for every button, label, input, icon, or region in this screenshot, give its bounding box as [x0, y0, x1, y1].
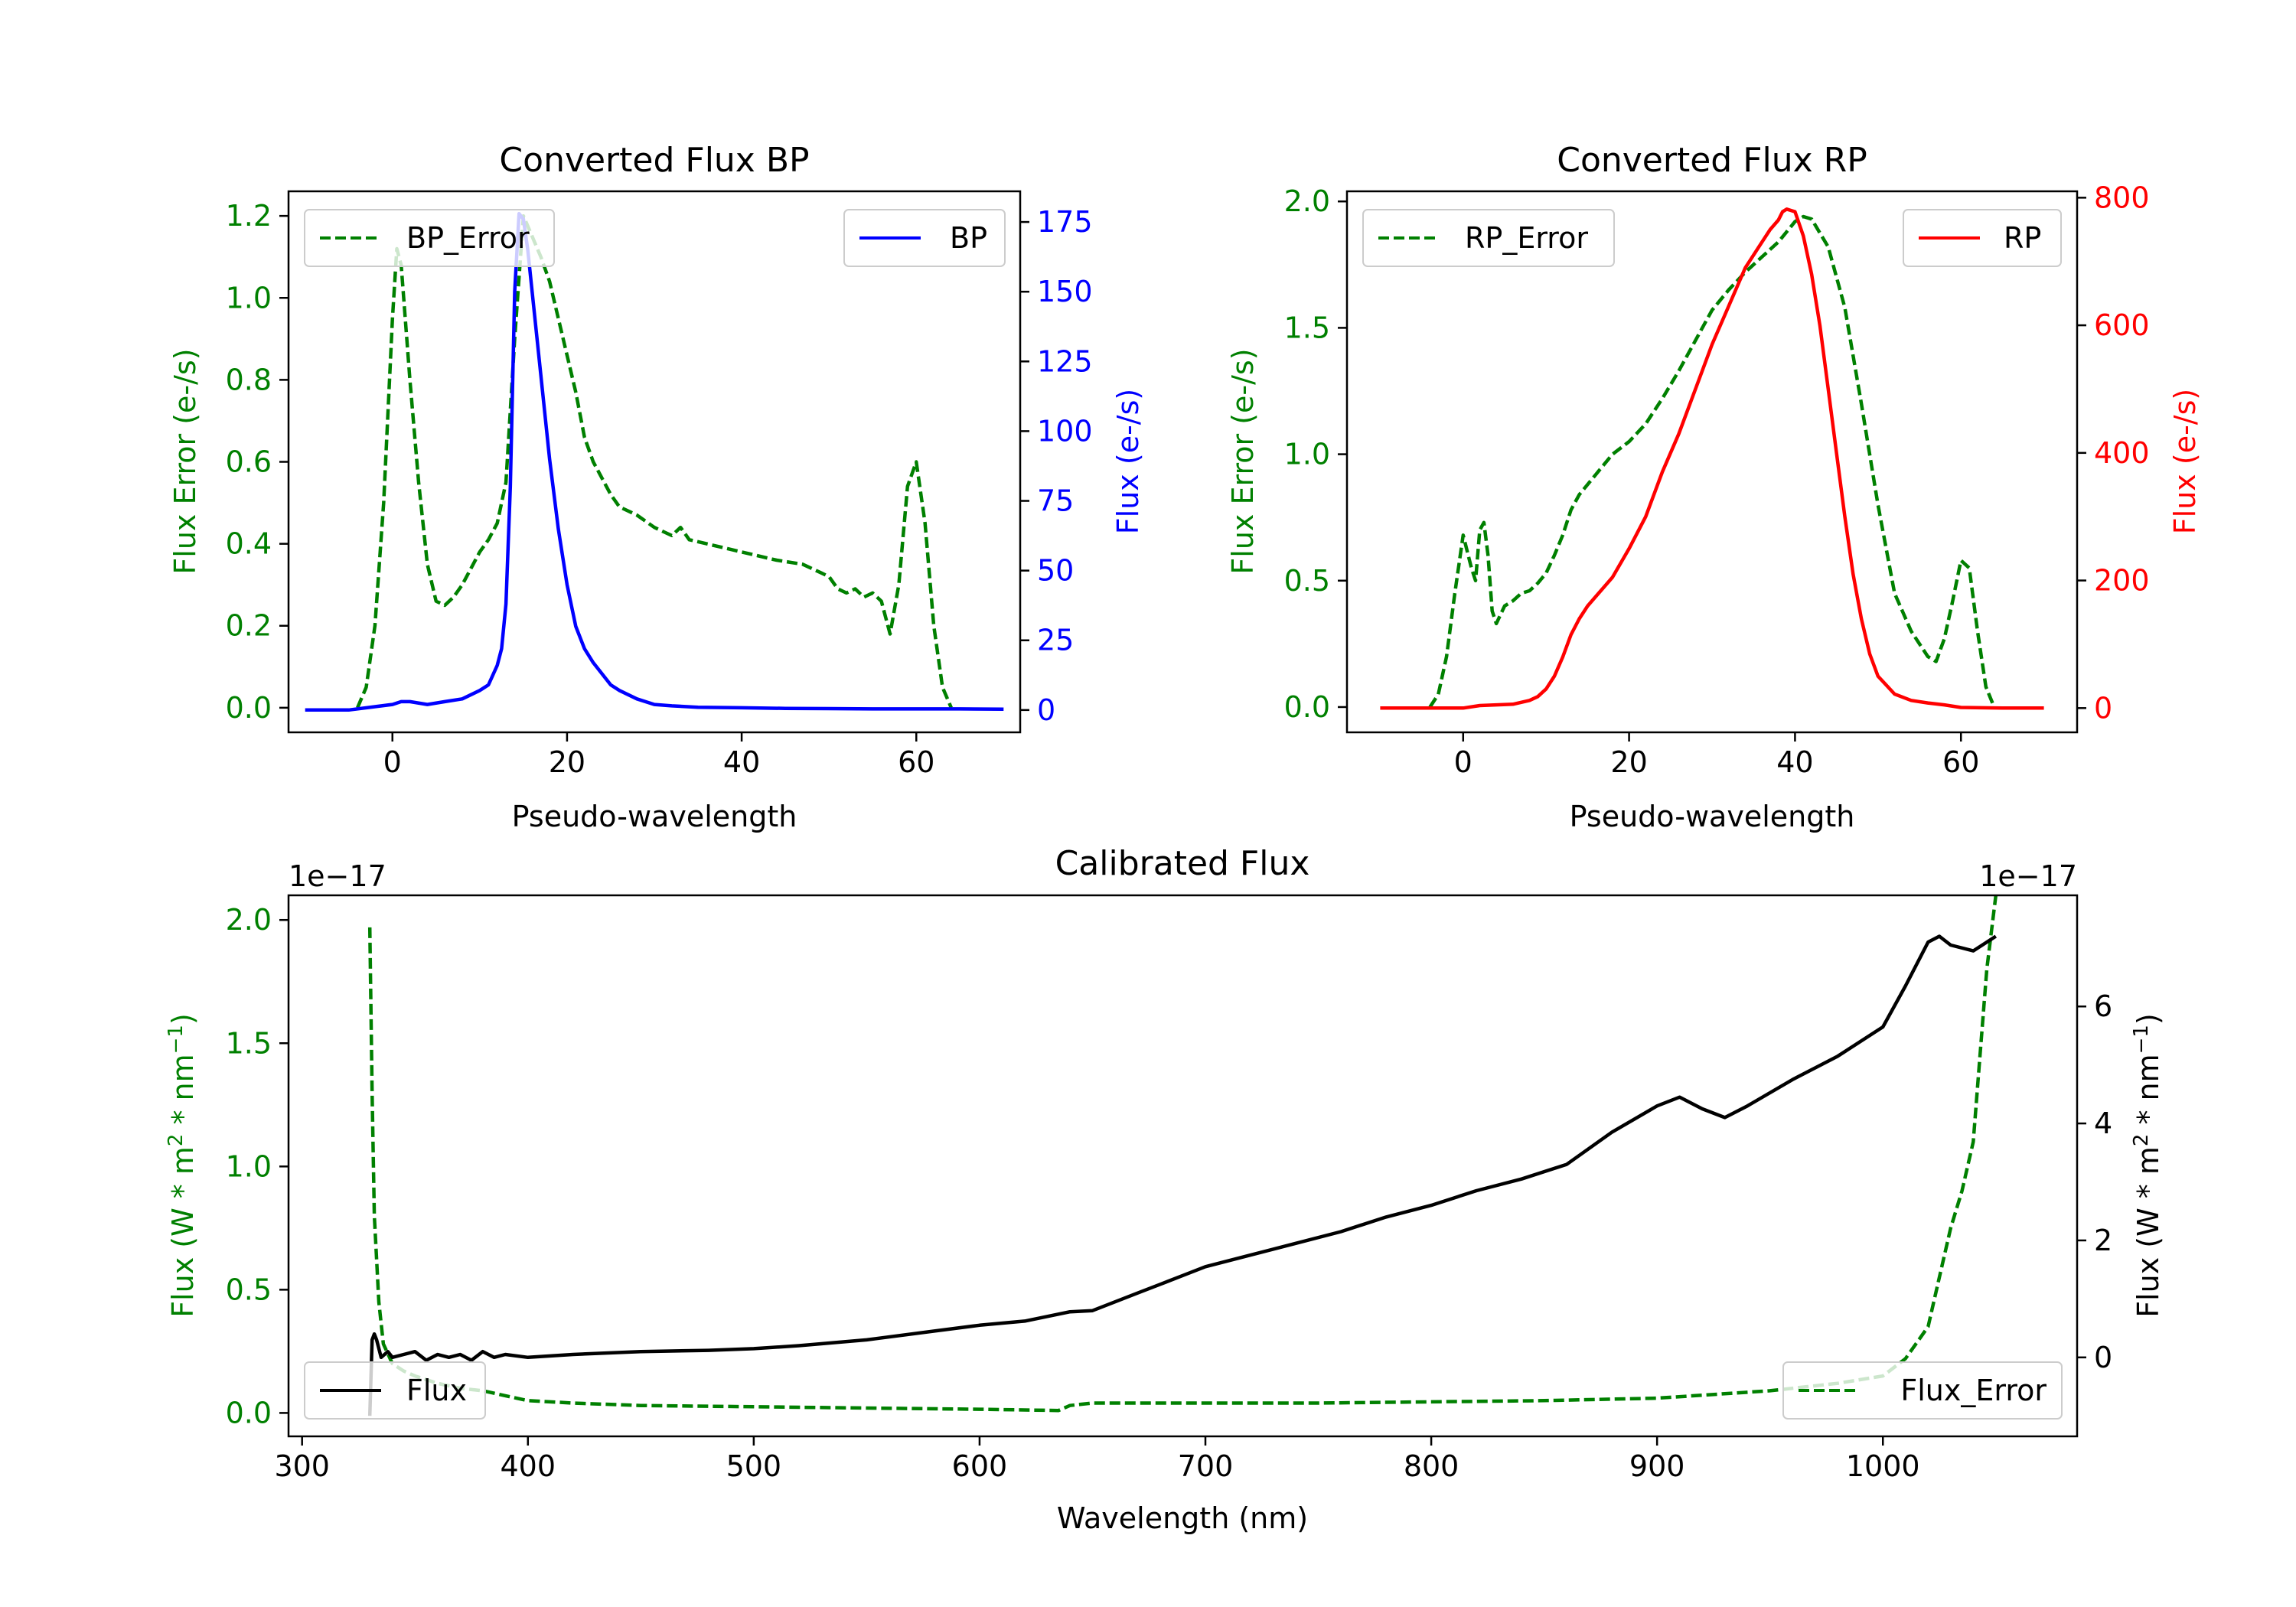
- bp-error-legend[interactable]: BP_Error: [304, 209, 555, 267]
- rp-left-tick-label: 0.5: [1284, 564, 1330, 598]
- rp-error-legend-label: RP_Error: [1465, 221, 1588, 255]
- bp-right-tick-label: 50: [1037, 554, 1074, 588]
- calibrated-x-tick-label: 300: [274, 1449, 330, 1483]
- rp-right-tick-label: 400: [2094, 436, 2150, 470]
- calibrated-right-offset: 1e−17: [1979, 859, 2077, 893]
- bp-left-tick-label: 0.0: [226, 691, 272, 725]
- rp-legend[interactable]: RP: [1903, 209, 2062, 267]
- bp-left-tick-label: 0.6: [226, 445, 272, 479]
- rp-panel: Converted Flux RP 0 20 40 60 0.0 0.5 1.0 1.5 2.0…: [1226, 141, 2202, 833]
- flux-legend-label: Flux: [406, 1374, 467, 1407]
- rp-x-tick-label: 0: [1454, 745, 1473, 779]
- bp-left-tick-label: 0.2: [226, 609, 272, 643]
- bp-title: Converted Flux BP: [499, 141, 809, 180]
- calibrated-left-axis-label: Flux (W * m2 * nm−1): [165, 1013, 200, 1318]
- bp-error-legend-label: BP_Error: [406, 221, 530, 255]
- bp-series-line: [305, 211, 1004, 712]
- calibrated-x-tick-label: 500: [726, 1449, 782, 1483]
- calibrated-right-tick-label: 0: [2094, 1341, 2112, 1374]
- rp-plot-frame: [1345, 190, 2079, 734]
- rp-legend-label: RP: [2004, 221, 2041, 255]
- rp-right-axis-label: Flux (e-/s): [2168, 389, 2202, 534]
- bp-left-axis-label: Flux Error (e-/s): [168, 348, 202, 574]
- flux-legend[interactable]: Flux: [304, 1361, 486, 1420]
- calibrated-x-tick-label: 600: [952, 1449, 1008, 1483]
- calibrated-right-tick-label: 2: [2094, 1224, 2112, 1257]
- calibrated-x-tick-label: 900: [1629, 1449, 1685, 1483]
- rp-x-tick-label: 40: [1776, 745, 1813, 779]
- calibrated-x-tick-label: 800: [1404, 1449, 1459, 1483]
- calibrated-left-tick-label: 0.0: [226, 1396, 272, 1429]
- bp-x-tick-label: 40: [723, 745, 760, 779]
- calibrated-plot-frame: [287, 894, 2079, 1438]
- rp-right-tick-label: 800: [2094, 181, 2150, 214]
- calibrated-left-tick-label: 1.0: [226, 1149, 272, 1183]
- bp-legend-label: BP: [950, 221, 987, 255]
- rp-left-tick-label: 0.0: [1284, 690, 1330, 724]
- rp-left-tick-label: 1.5: [1284, 311, 1330, 344]
- bp-left-tick-label: 1.2: [226, 199, 272, 233]
- calibrated-left-tick-label: 0.5: [226, 1273, 272, 1306]
- flux-error-legend-label: Flux_Error: [1900, 1374, 2047, 1407]
- bp-right-axis-label: Flux (e-/s): [1111, 389, 1145, 534]
- bp-left-tick-label: 0.4: [226, 527, 272, 561]
- calibrated-x-tick-label: 400: [501, 1449, 556, 1483]
- bp-right-tick-label: 175: [1037, 205, 1093, 239]
- calibrated-left-tick-label: 1.5: [226, 1026, 272, 1060]
- bp-left-tick-label: 0.8: [226, 363, 272, 396]
- calibrated-right-tick-label: 6: [2094, 989, 2112, 1023]
- rp-left-tick-label: 1.0: [1284, 438, 1330, 471]
- calibrated-panel: Calibrated Flux 1e−17 1e−17 300 400 500 600…: [165, 844, 2165, 1535]
- rp-series-line: [1380, 207, 2044, 710]
- bp-x-tick-label: 60: [898, 745, 934, 779]
- rp-x-axis-label: Pseudo-wavelength: [1570, 800, 1855, 833]
- bp-x-axis-label: Pseudo-wavelength: [512, 800, 797, 833]
- calibrated-left-offset: 1e−17: [289, 859, 386, 893]
- rp-right-tick-label: 0: [2094, 691, 2112, 725]
- rp-error-series-line: [1428, 214, 1996, 709]
- calibrated-right-axis-label: Flux (W * m2 * nm−1): [2130, 1013, 2165, 1318]
- bp-plot-frame: [287, 190, 1022, 734]
- rp-right-tick-label: 600: [2094, 308, 2150, 342]
- bp-error-series-line: [356, 214, 953, 709]
- calibrated-x-axis-label: Wavelength (nm): [1057, 1501, 1308, 1535]
- rp-left-axis-label: Flux Error (e-/s): [1226, 348, 1260, 574]
- flux-series-line: [367, 934, 1998, 1416]
- bp-x-tick-label: 20: [549, 745, 585, 779]
- bp-x-tick-label: 0: [383, 745, 402, 779]
- calibrated-right-tick-label: 4: [2094, 1107, 2112, 1140]
- bp-left-tick-label: 1.0: [226, 281, 272, 315]
- rp-left-tick-label: 2.0: [1284, 184, 1330, 218]
- calibrated-title: Calibrated Flux: [1055, 844, 1310, 883]
- calibrated-x-tick-label: 1000: [1846, 1449, 1920, 1483]
- calibrated-left-tick-label: 2.0: [226, 903, 272, 937]
- rp-error-legend[interactable]: RP_Error: [1362, 209, 1615, 267]
- bp-right-tick-label: 125: [1037, 344, 1093, 378]
- bp-right-tick-label: 150: [1037, 275, 1093, 308]
- bp-right-tick-label: 0: [1037, 693, 1055, 727]
- bp-legend[interactable]: BP: [843, 209, 1006, 267]
- calibrated-x-tick-label: 700: [1178, 1449, 1234, 1483]
- bp-right-tick-label: 100: [1037, 414, 1093, 448]
- bp-panel: Converted Flux BP 0 20 40 60 0.0 0.2 0.4 0.6 0.8…: [168, 141, 1145, 833]
- rp-right-tick-label: 200: [2094, 564, 2150, 598]
- rp-x-tick-label: 20: [1610, 745, 1647, 779]
- bp-right-tick-label: 25: [1037, 624, 1074, 657]
- rp-x-tick-label: 60: [1942, 745, 1979, 779]
- bp-right-tick-label: 75: [1037, 484, 1074, 518]
- rp-title: Converted Flux RP: [1557, 141, 1867, 180]
- flux-error-legend[interactable]: Flux_Error: [1782, 1361, 2063, 1420]
